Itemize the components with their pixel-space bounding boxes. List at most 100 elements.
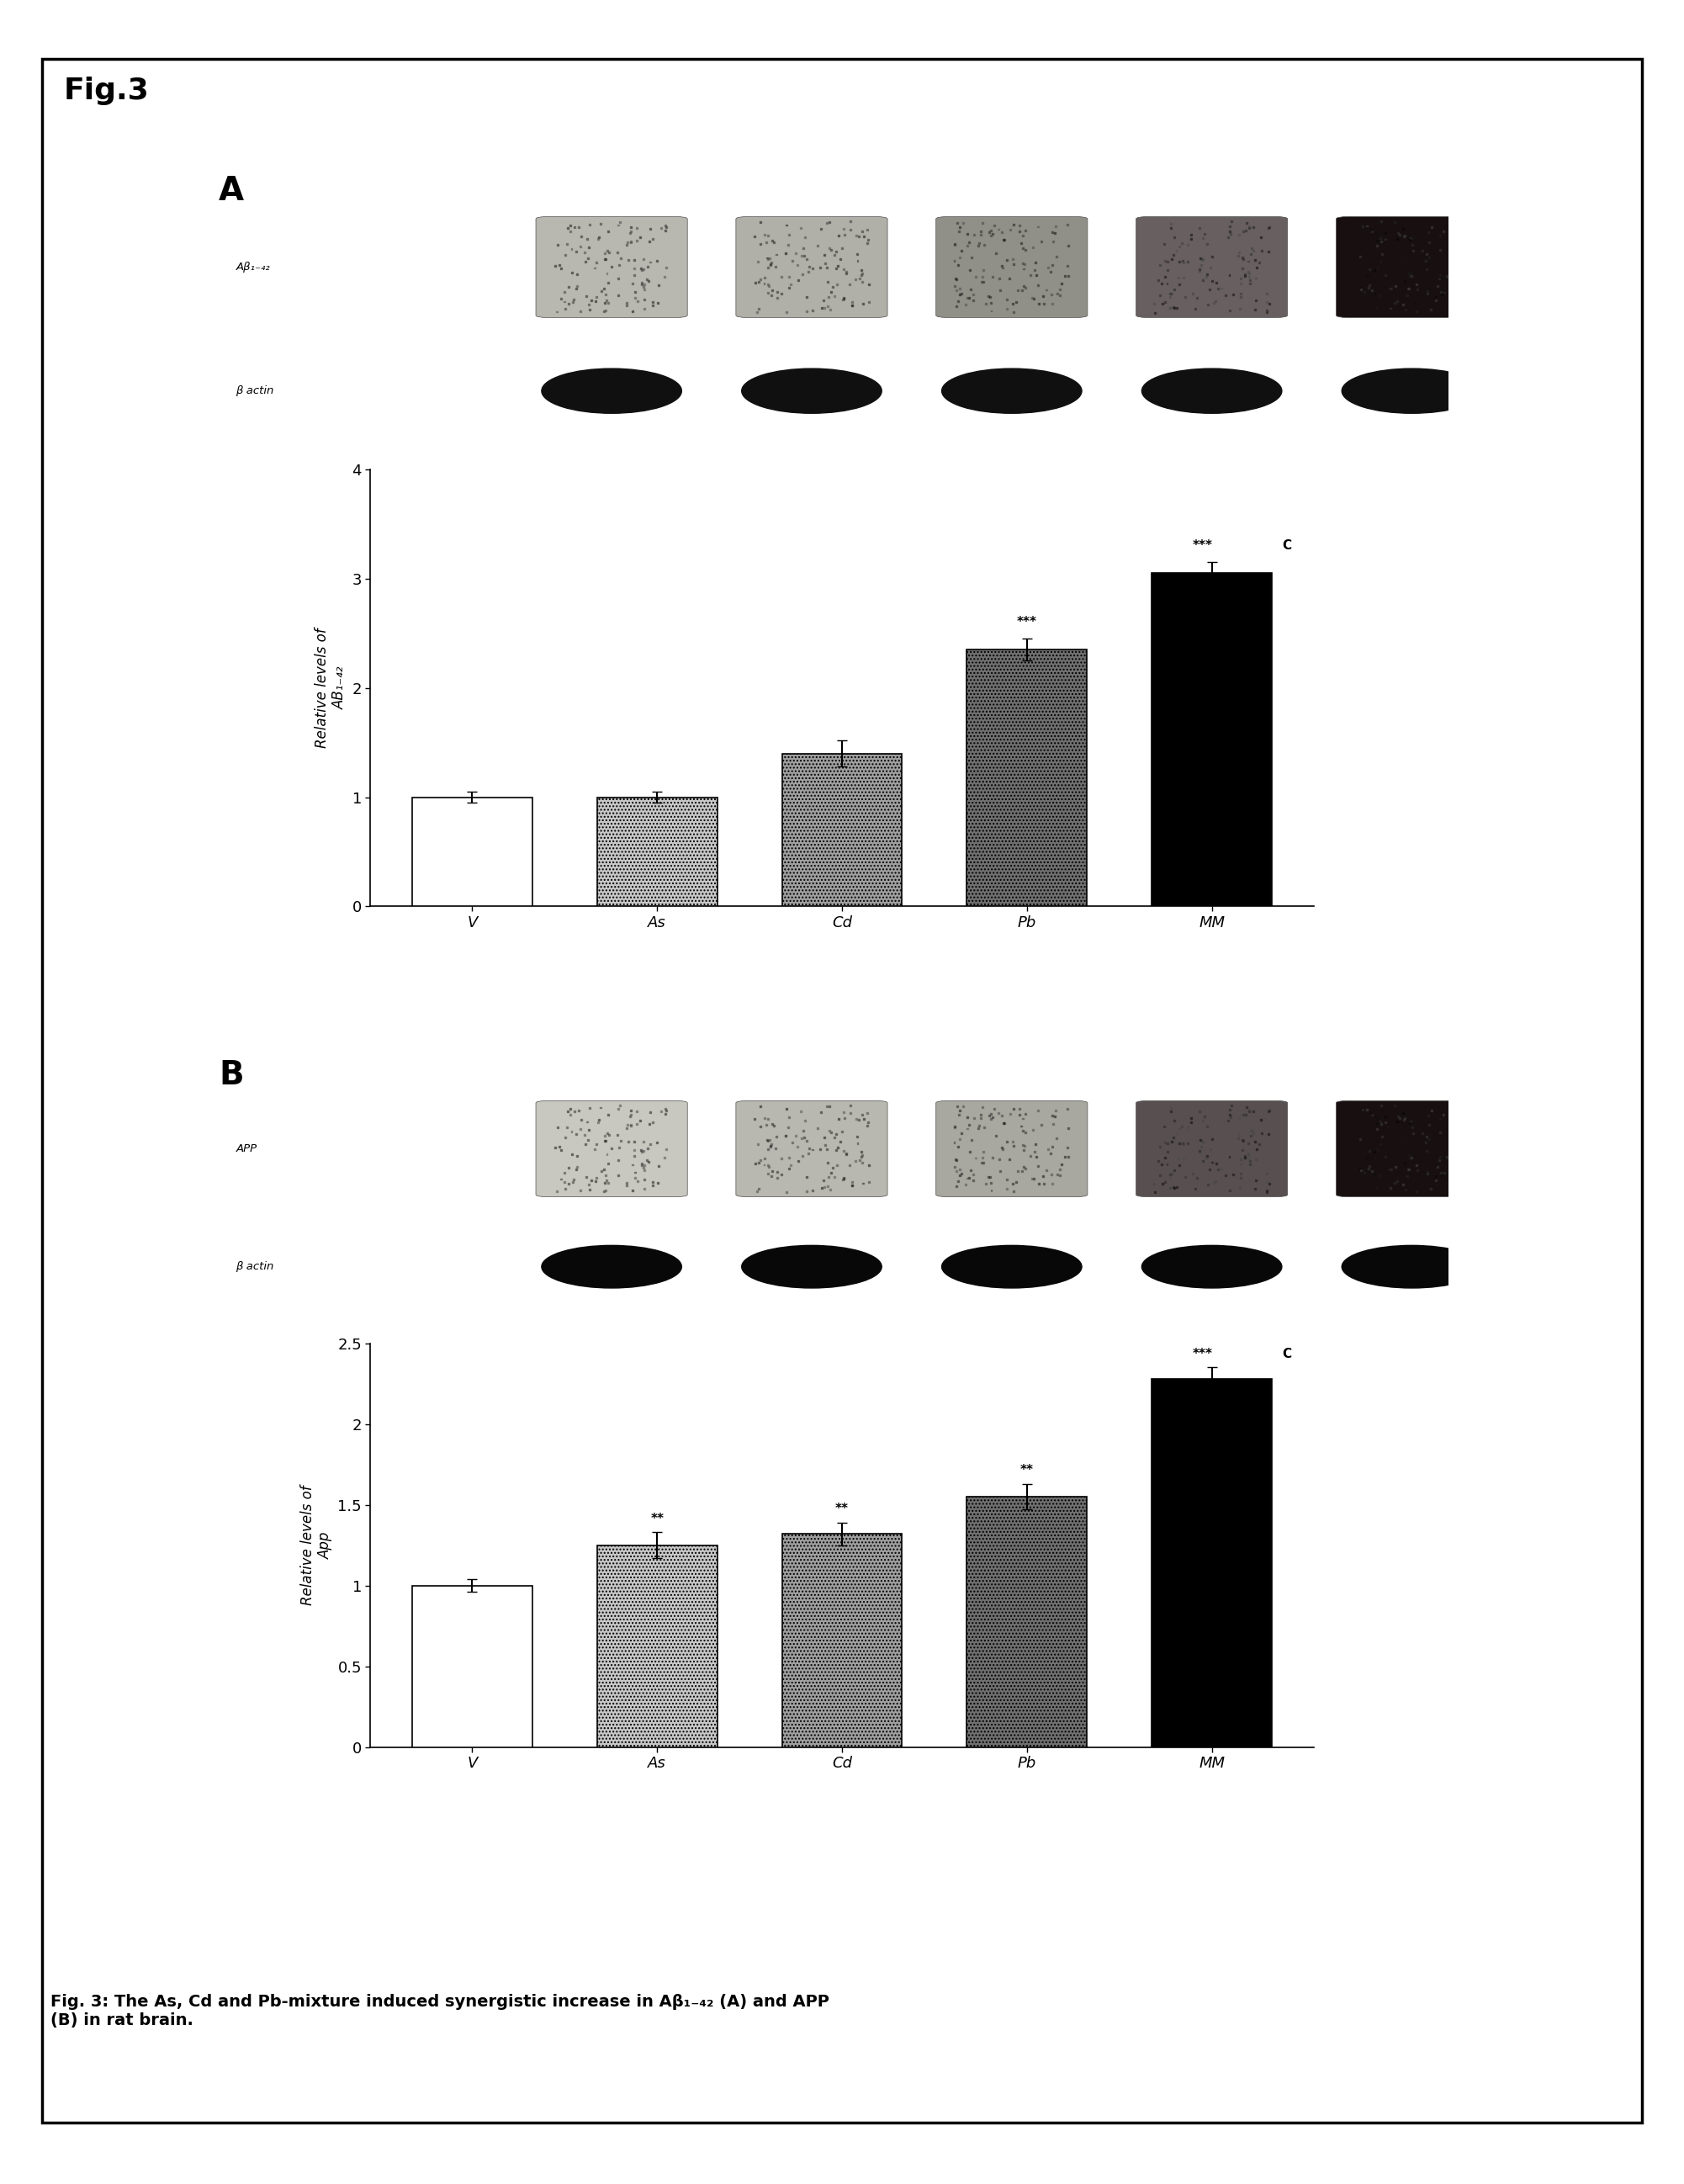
Point: [1167, 1125, 1194, 1160]
Point: [953, 1112, 980, 1147]
Point: [1415, 1155, 1442, 1190]
Point: [630, 251, 657, 286]
Point: [754, 269, 781, 304]
Point: [1024, 1149, 1051, 1184]
FancyBboxPatch shape: [936, 1101, 1088, 1197]
Point: [1160, 290, 1187, 325]
Point: [842, 1101, 869, 1136]
Point: [1349, 210, 1376, 245]
Point: [946, 277, 973, 312]
Point: [605, 207, 632, 242]
Point: [1415, 273, 1442, 308]
Point: [758, 273, 785, 308]
Point: [1416, 1123, 1443, 1158]
Point: [1229, 1096, 1256, 1131]
Point: [773, 1175, 800, 1210]
Point: [1236, 266, 1263, 301]
Point: [989, 1099, 1015, 1133]
Point: [1147, 277, 1174, 312]
Point: [1351, 1155, 1378, 1190]
Point: [1177, 1101, 1204, 1136]
Text: C: C: [1282, 539, 1292, 553]
Point: [1243, 1131, 1270, 1166]
Point: [978, 1140, 1005, 1175]
Point: [635, 1131, 662, 1166]
Point: [1216, 293, 1243, 328]
Point: [822, 1120, 849, 1155]
Point: [744, 1175, 771, 1210]
Point: [967, 218, 994, 253]
Point: [630, 290, 657, 325]
Point: [815, 280, 842, 314]
Point: [1024, 1092, 1051, 1127]
Point: [970, 1109, 997, 1144]
Point: [842, 262, 869, 297]
Point: [576, 286, 603, 321]
Point: [953, 280, 980, 314]
Point: [588, 273, 615, 308]
Point: [854, 223, 881, 258]
Point: [834, 256, 861, 290]
Ellipse shape: [542, 369, 682, 413]
Point: [635, 1144, 662, 1179]
Point: [1415, 214, 1442, 249]
Point: [1026, 286, 1052, 321]
Point: [945, 214, 972, 249]
Point: [1197, 249, 1224, 284]
Point: [972, 1166, 999, 1201]
Point: [1219, 1158, 1246, 1192]
Point: [768, 277, 795, 312]
Point: [1418, 1092, 1445, 1127]
Point: [1443, 1090, 1470, 1125]
Point: [1164, 290, 1191, 325]
Point: [1194, 227, 1221, 262]
Point: [564, 1149, 591, 1184]
Point: [1019, 229, 1046, 264]
Point: [1216, 1096, 1243, 1131]
Point: [547, 1162, 574, 1197]
Point: [1169, 1125, 1196, 1160]
Point: [771, 1118, 798, 1153]
Point: [1160, 271, 1187, 306]
Point: [1389, 288, 1416, 323]
Point: [1000, 1129, 1027, 1164]
Point: [547, 282, 574, 317]
Point: [1381, 286, 1408, 321]
Point: [786, 210, 813, 245]
Point: [1142, 295, 1169, 330]
Point: [1393, 1173, 1420, 1208]
Point: [1426, 1142, 1453, 1177]
Point: [1362, 1140, 1389, 1175]
Point: [807, 249, 834, 284]
Point: [744, 295, 771, 330]
Point: [1202, 1164, 1229, 1199]
Point: [810, 282, 837, 317]
Point: [748, 1142, 775, 1177]
Ellipse shape: [1342, 1245, 1482, 1289]
Bar: [1152, 1378, 1271, 1747]
Point: [850, 218, 877, 253]
Point: [1443, 1133, 1470, 1168]
Point: [1421, 284, 1448, 319]
Point: [1450, 1088, 1477, 1123]
Point: [994, 1125, 1021, 1160]
Point: [1047, 266, 1074, 301]
Point: [957, 1153, 983, 1188]
Point: [1234, 1136, 1261, 1171]
Point: [586, 218, 613, 253]
Ellipse shape: [741, 1245, 882, 1289]
Point: [1042, 210, 1069, 245]
Point: [1231, 1140, 1258, 1175]
Point: [630, 1133, 657, 1168]
Point: [1233, 205, 1260, 240]
Point: [830, 1160, 857, 1195]
Point: [1152, 242, 1179, 277]
Point: [1418, 1158, 1445, 1192]
Point: [1378, 290, 1404, 325]
Point: [1194, 258, 1221, 293]
Point: [635, 264, 662, 299]
Point: [1160, 1153, 1187, 1188]
Point: [652, 1092, 679, 1127]
Point: [1376, 1109, 1403, 1144]
Point: [825, 1129, 852, 1164]
